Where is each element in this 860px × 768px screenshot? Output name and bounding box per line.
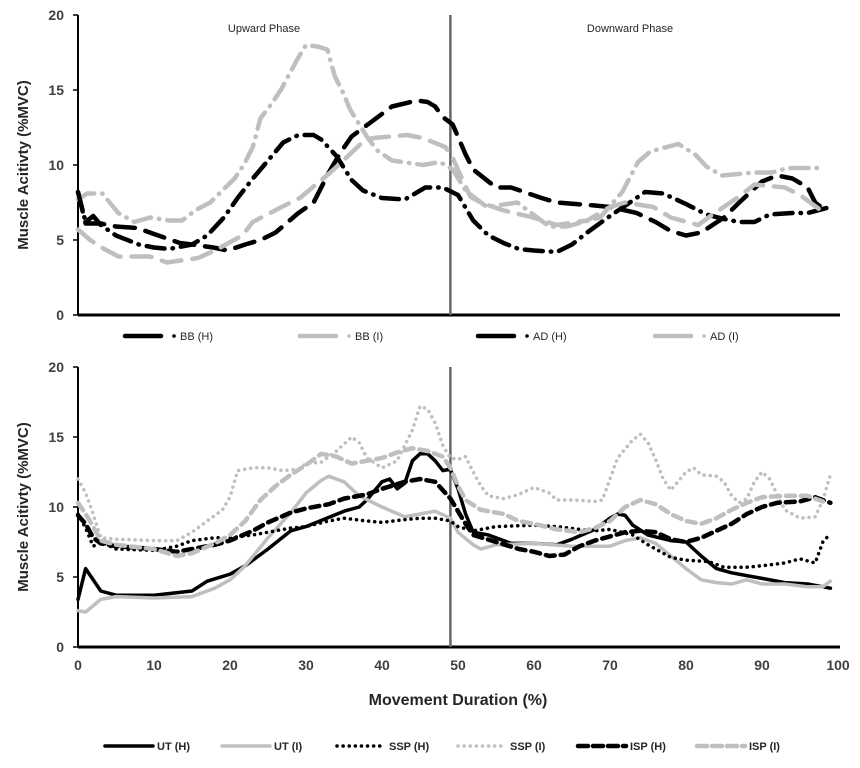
series-line-isp-i [75, 445, 826, 559]
series-line-ut-i [76, 474, 833, 614]
series-line-ad-i [75, 132, 829, 265]
series-line-ad-h [75, 98, 829, 253]
legend-item-ad-h: AD (H) [475, 331, 567, 343]
legend-item-ad-i: AD (I) [652, 331, 739, 343]
x-axis-title: Movement Duration (%) [369, 692, 548, 709]
x-tick-label: 90 [754, 657, 770, 673]
legend-swatch-dot [347, 334, 351, 338]
x-tick-label: 100 [826, 657, 850, 673]
y-tick-label: 15 [48, 429, 64, 445]
downward-phase-label: Downward Phase [587, 23, 673, 35]
chart-2: 0 5 10 15 20 0 10 20 30 40 50 60 70 80 90 100 Muscle Aci… [15, 359, 850, 753]
legend-swatch-dot [172, 334, 176, 338]
legend-label: ISP (I) [749, 741, 780, 753]
y-tick-label: 10 [48, 157, 64, 173]
x-tick-label: 30 [298, 657, 314, 673]
y-tick-label: 20 [48, 359, 64, 375]
x-tick-label: 20 [222, 657, 238, 673]
legend-item-isp-i: ISP (I) [694, 741, 780, 753]
y-tick-label: 20 [48, 7, 64, 23]
legend-swatch-dot [702, 334, 706, 338]
y-tick-label: 10 [48, 499, 64, 515]
y-axis-title: Muscle Acitivty (%MVC) [15, 80, 32, 249]
x-tick-label: 10 [146, 657, 162, 673]
y-tick-label: 5 [56, 232, 64, 248]
legend-label: UT (H) [157, 741, 190, 753]
legend-label: UT (I) [274, 741, 302, 753]
legend-label: SSP (I) [510, 741, 546, 753]
x-tick-label: 80 [678, 657, 694, 673]
series-line-ssp-i [76, 404, 833, 543]
legend-label: SSP (H) [389, 741, 429, 753]
series-line-bb-h [75, 132, 833, 255]
x-tick-label: 0 [74, 657, 82, 673]
legend-label: AD (H) [533, 331, 567, 343]
legend-item-ut-h: UT (H) [103, 741, 190, 753]
x-tick-label: 40 [374, 657, 390, 673]
legend-label: ISP (H) [630, 741, 666, 753]
legend-item-ut-i: UT (I) [220, 741, 302, 753]
legend-label: AD (I) [710, 331, 739, 343]
legend-item-isp-h: ISP (H) [575, 741, 666, 753]
upward-phase-label: Upward Phase [228, 23, 300, 35]
y-tick-label: 0 [56, 307, 64, 323]
chart-1: 0 5 10 15 20 Muscle Acitivty (%MVC) Upward Pha… [15, 7, 840, 343]
legend-item-ssp-i: SSP (I) [456, 741, 546, 753]
series-line-bb-i [75, 42, 825, 229]
y-tick-label: 5 [56, 569, 64, 585]
x-tick-label: 50 [450, 657, 466, 673]
y-tick-label: 0 [56, 639, 64, 655]
legend-swatch-dot [525, 334, 529, 338]
series-line-ssp-h [76, 512, 833, 569]
legend-item-ssp-h: SSP (H) [335, 741, 429, 753]
legend-label: BB (H) [180, 331, 213, 343]
x-tick-label: 60 [526, 657, 542, 673]
legend-label: BB (I) [355, 331, 383, 343]
legend-item-bb-h: BB (H) [122, 331, 213, 343]
y-axis-title: Muscle Acitivty (%MVC) [15, 422, 32, 591]
x-tick-label: 70 [602, 657, 618, 673]
legend-item-bb-i: BB (I) [297, 331, 383, 343]
y-tick-label: 15 [48, 82, 64, 98]
